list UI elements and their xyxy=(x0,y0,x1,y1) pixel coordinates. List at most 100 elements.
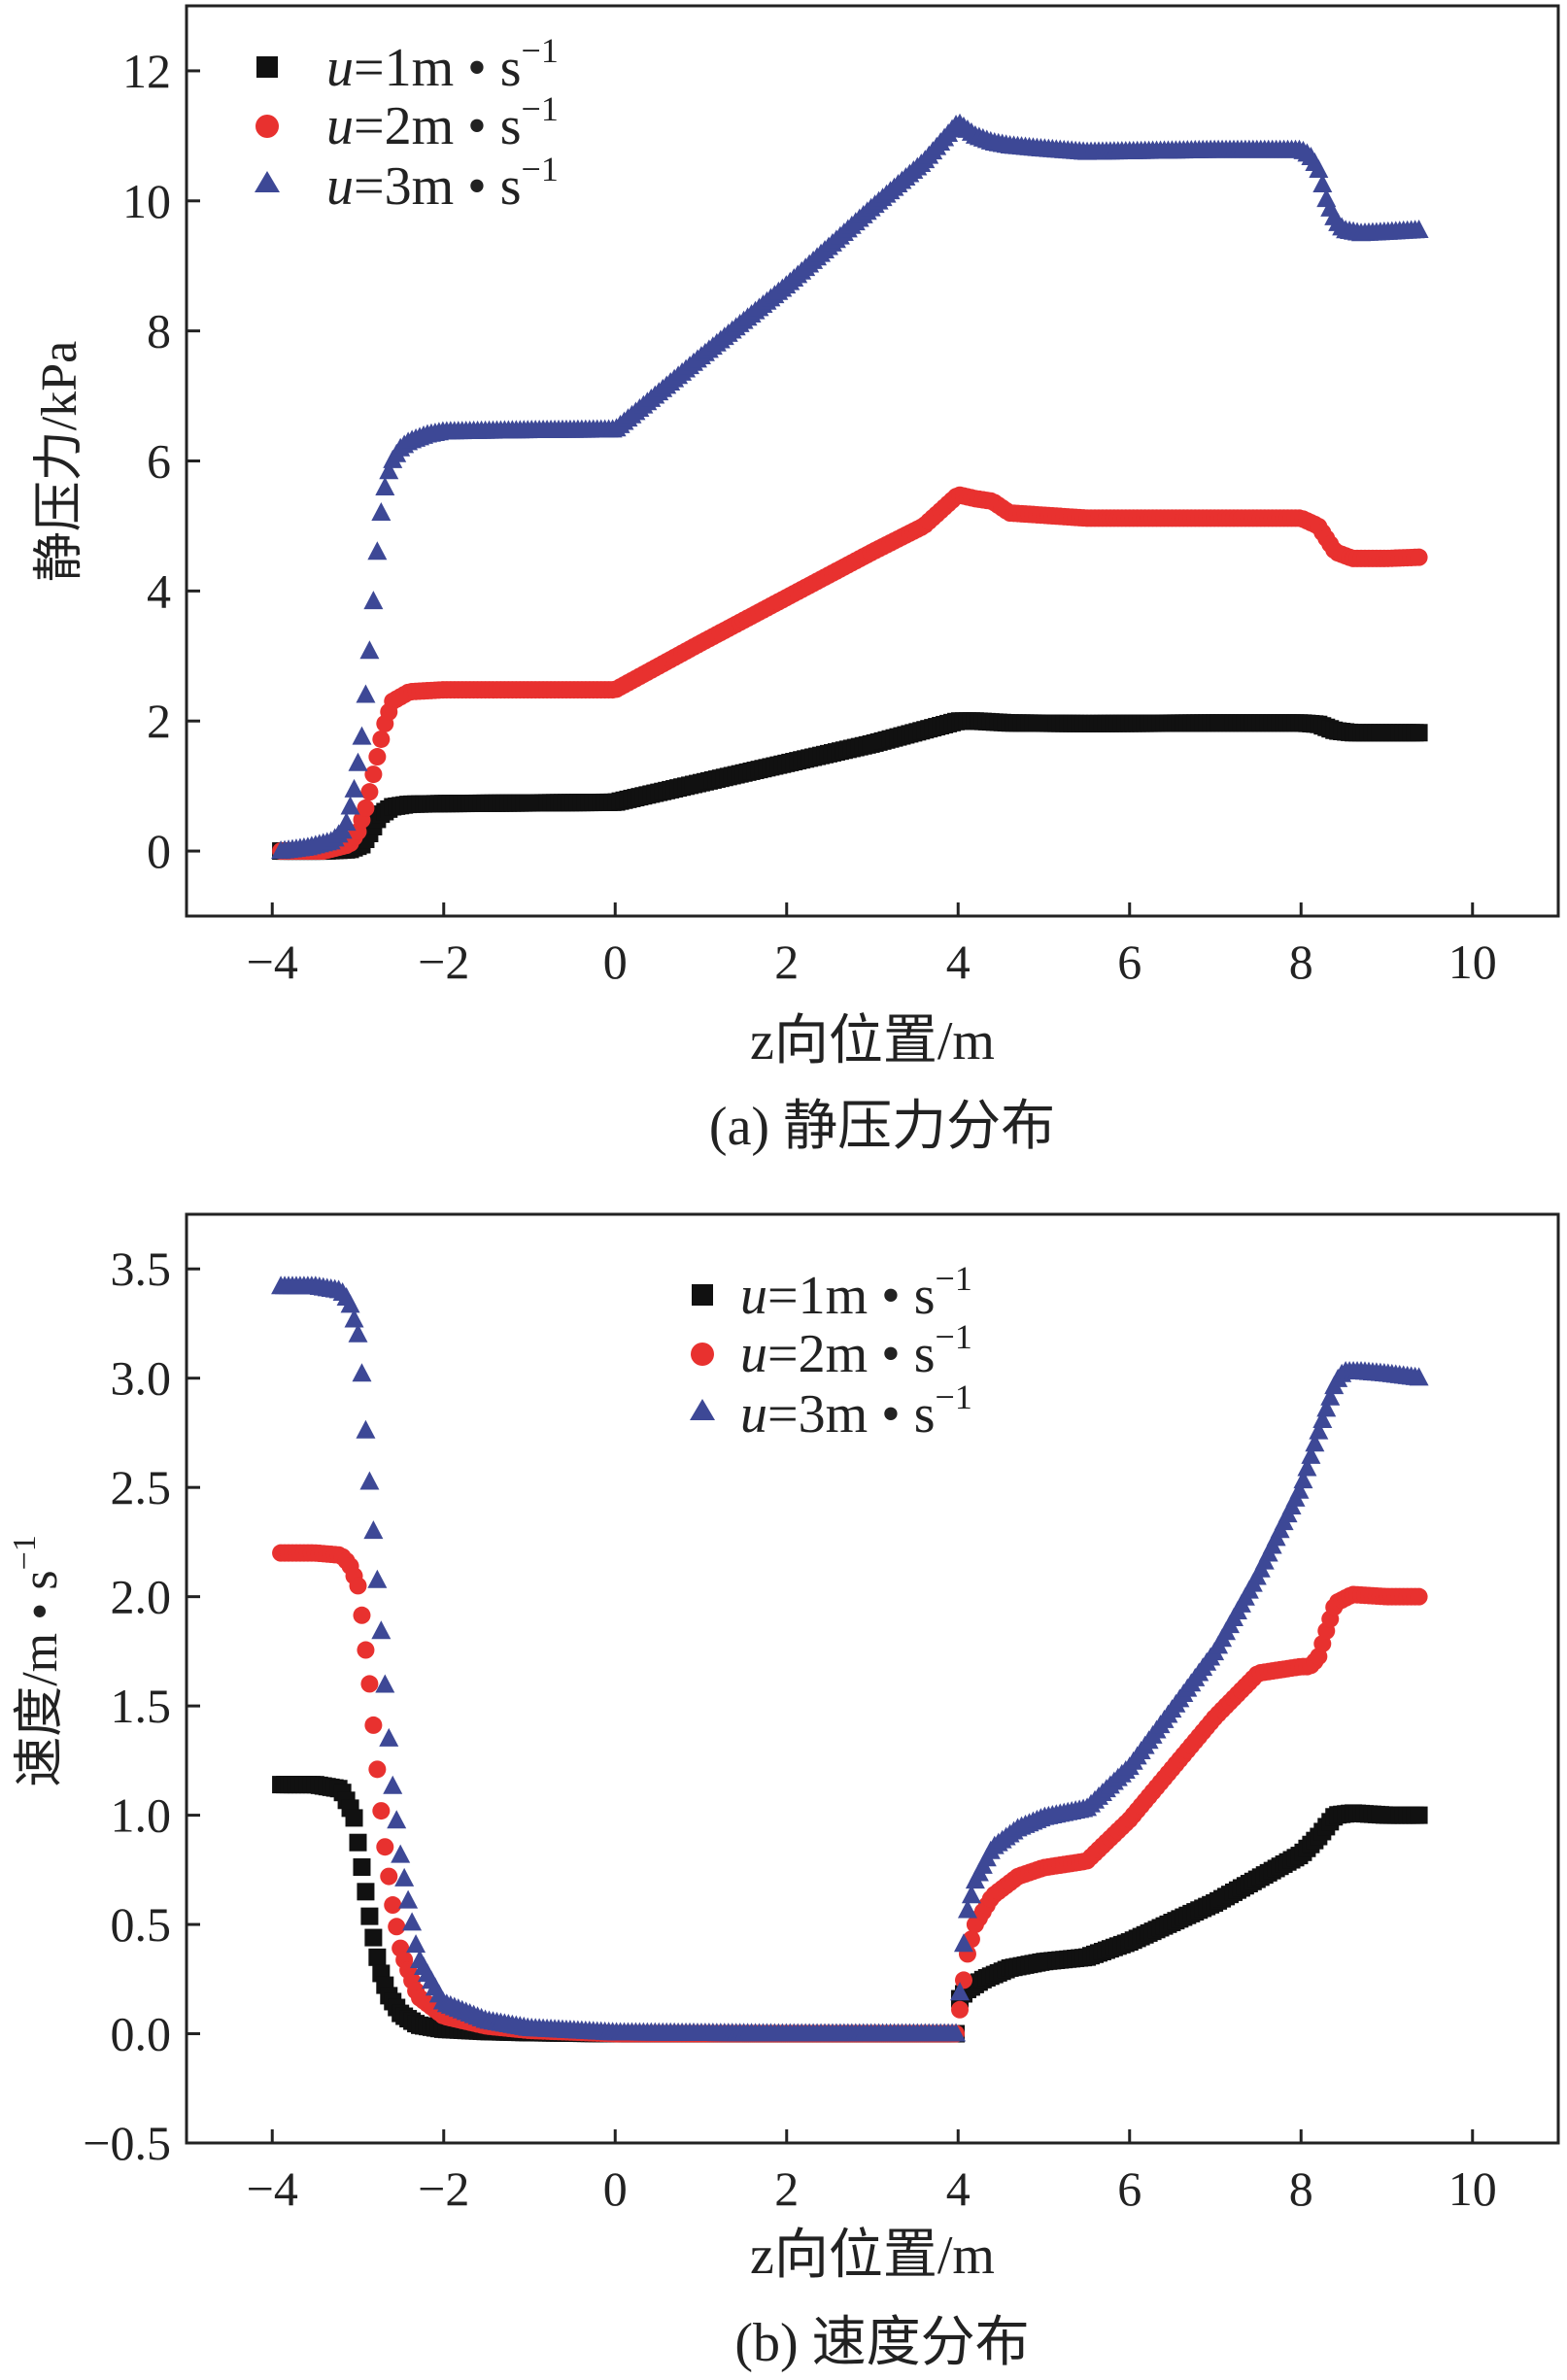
data-point-series-2 xyxy=(1410,1587,1428,1606)
y-tick-label: 0.0 xyxy=(111,2007,172,2061)
data-point-series-3 xyxy=(961,1885,981,1904)
x-tick-label: 0 xyxy=(603,935,628,989)
x-tick-label: −2 xyxy=(418,935,469,989)
data-point-series-2 xyxy=(364,1716,383,1734)
data-point-series-3 xyxy=(336,812,357,832)
data-point-series-2 xyxy=(388,1918,406,1936)
data-point-series-2 xyxy=(372,1802,391,1820)
data-point-series-2 xyxy=(372,730,391,748)
y-tick-label: 8 xyxy=(147,304,171,358)
data-point-series-3 xyxy=(371,502,392,522)
legend-entry-u1: u=1m • s−1 xyxy=(326,31,559,98)
legend-var: u xyxy=(740,1384,767,1445)
data-point-series-3 xyxy=(363,1520,384,1540)
y-tick-label: 0 xyxy=(147,824,171,878)
data-point-series-1 xyxy=(1410,1806,1428,1824)
y-tick-label: 3.0 xyxy=(111,1351,172,1406)
data-point-series-3 xyxy=(371,1620,392,1640)
data-point-series-3 xyxy=(1409,1367,1429,1386)
x-tick-label: 10 xyxy=(1448,935,1497,989)
data-point-series-1 xyxy=(368,1948,387,1966)
data-point-series-3 xyxy=(1293,1470,1313,1489)
data-point-series-2 xyxy=(353,1606,371,1624)
x-tick-label: −4 xyxy=(247,935,298,989)
data-point-series-1 xyxy=(349,1833,367,1852)
x-axis-ticks-a: −4 −2 0 2 4 6 8 10 xyxy=(247,902,1497,989)
legend-entry-u2: u=2m • s−1 xyxy=(740,1317,972,1384)
data-point-series-3 xyxy=(1312,174,1333,193)
data-point-series-3 xyxy=(1297,1457,1317,1477)
y-tick-label: 12 xyxy=(122,44,171,98)
data-point-series-1 xyxy=(357,1883,375,1901)
data-point-series-2 xyxy=(376,1838,394,1856)
data-point-series-3 xyxy=(379,1727,399,1747)
data-point-series-3 xyxy=(356,684,376,703)
y-axis-ticks-b: −0.5 0.0 0.5 1.0 1.5 2.0 2.5 3.0 3.5 xyxy=(83,1241,200,2170)
y-axis-ticks-a: 0 2 4 6 8 10 12 xyxy=(122,44,200,878)
y-tick-label: 2.0 xyxy=(111,1570,172,1624)
data-point-series-2 xyxy=(364,765,383,784)
x-tick-label: 0 xyxy=(603,2161,628,2216)
data-point-series-3 xyxy=(359,640,380,660)
x-tick-label: 2 xyxy=(774,2161,799,2216)
legend-eq: =1m • s xyxy=(354,38,522,98)
data-point-series-2 xyxy=(360,783,379,801)
x-axis-label-a: z向位置/m xyxy=(750,1011,995,1071)
caption-b: (b) 速度分布 xyxy=(734,2313,1029,2373)
data-point-series-2 xyxy=(368,748,387,766)
data-point-series-1 xyxy=(1410,724,1428,742)
legend-a: u=1m • s−1 u=2m • s−1 u=3m • s−1 xyxy=(255,31,559,217)
data-marks-a xyxy=(271,113,1429,861)
x-tick-label: 6 xyxy=(1117,935,1141,989)
legend-exp: −1 xyxy=(522,31,559,70)
legend-eq: =3m • s xyxy=(354,156,522,217)
y-tick-label: 6 xyxy=(147,434,171,489)
data-point-series-3 xyxy=(348,752,368,771)
x-tick-label: 8 xyxy=(1289,935,1313,989)
legend-eq: =2m • s xyxy=(767,1324,936,1384)
data-point-series-3 xyxy=(1316,1398,1337,1417)
y-tick-label: 1.0 xyxy=(111,1788,172,1843)
data-point-series-3 xyxy=(1320,1386,1341,1406)
data-point-series-2 xyxy=(380,1867,398,1886)
data-point-series-3 xyxy=(352,1363,372,1382)
data-point-series-3 xyxy=(402,1912,423,1931)
legend-exp: −1 xyxy=(936,1377,972,1416)
y-axis-label-exp: −1 xyxy=(7,1535,43,1570)
legend-exp: −1 xyxy=(522,150,559,188)
data-point-series-3 xyxy=(375,476,395,495)
x-tick-label: 6 xyxy=(1117,2161,1141,2216)
y-tick-label: 1.5 xyxy=(111,1679,172,1733)
data-point-series-3 xyxy=(348,1323,368,1343)
y-tick-label: 2 xyxy=(147,694,171,748)
data-point-series-3 xyxy=(398,1889,419,1909)
data-point-series-1 xyxy=(345,1809,363,1827)
data-point-series-2 xyxy=(357,799,375,817)
y-tick-label: −0.5 xyxy=(83,2116,171,2170)
data-point-series-3 xyxy=(375,1674,395,1693)
legend-marker-square xyxy=(692,1284,713,1306)
y-axis-label-main: 速度/m • s xyxy=(13,1570,68,1786)
legend-var: u xyxy=(740,1324,767,1384)
data-point-series-3 xyxy=(950,1982,971,2001)
data-point-series-3 xyxy=(394,1867,415,1887)
y-tick-label: 0.5 xyxy=(111,1897,172,1952)
legend-eq: =3m • s xyxy=(767,1384,936,1445)
data-point-series-3 xyxy=(379,460,399,480)
y-tick-label: 3.5 xyxy=(111,1241,172,1296)
data-point-series-3 xyxy=(340,1294,360,1313)
data-point-series-3 xyxy=(340,796,360,815)
data-point-series-3 xyxy=(352,726,372,745)
x-axis-ticks-b: −4 −2 0 2 4 6 8 10 xyxy=(247,2129,1497,2216)
legend-exp: −1 xyxy=(936,1317,972,1356)
data-marks-b xyxy=(271,1275,1429,2043)
caption-a: (a) 静压力分布 xyxy=(709,1097,1055,1157)
legend-entry-u3: u=3m • s−1 xyxy=(740,1377,972,1445)
data-point-series-2 xyxy=(357,1641,375,1659)
data-point-series-1 xyxy=(360,1907,379,1925)
legend-marker-triangle xyxy=(255,171,280,192)
data-point-series-3 xyxy=(953,1933,973,1953)
data-point-series-3 xyxy=(1305,1433,1325,1452)
legend-marker-triangle xyxy=(690,1399,715,1420)
legend-b: u=1m • s−1 u=2m • s−1 u=3m • s−1 xyxy=(690,1259,972,1445)
